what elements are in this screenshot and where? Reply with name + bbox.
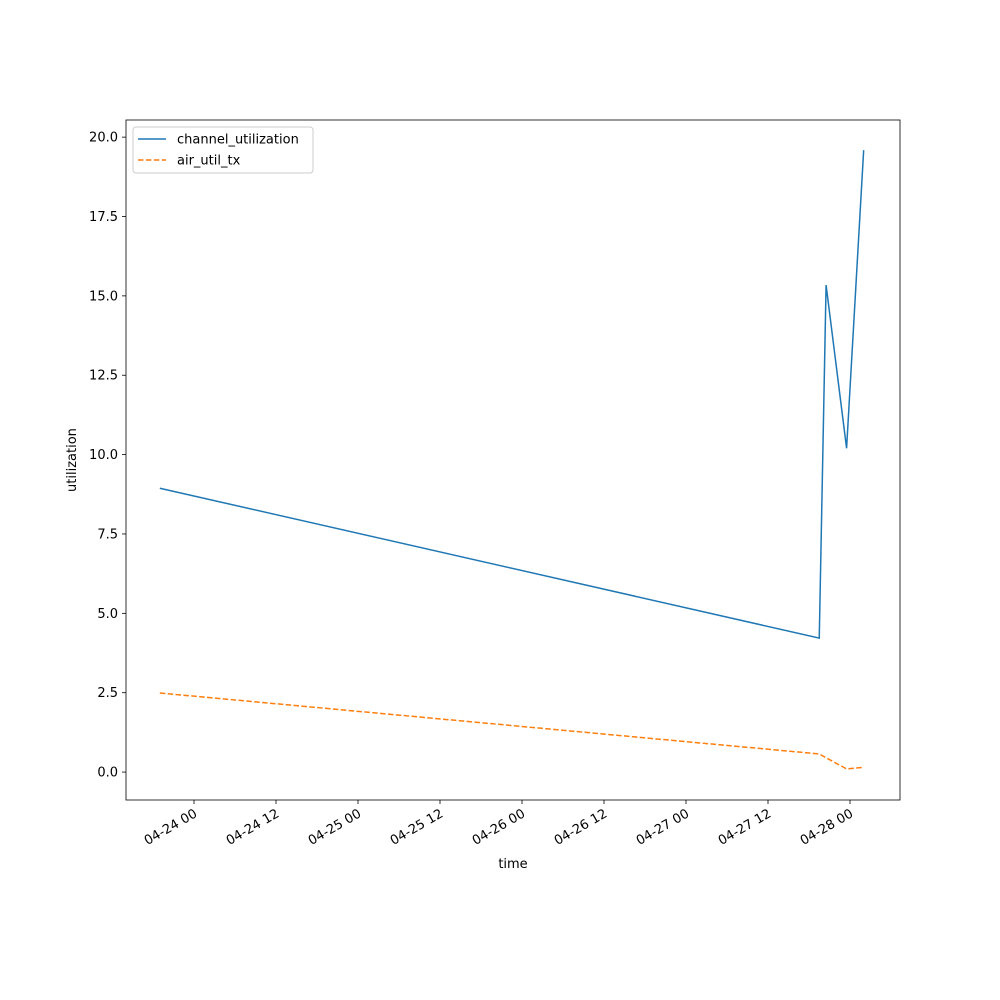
y-tick-label: 17.5 <box>89 210 118 225</box>
y-tick-label: 20.0 <box>89 131 118 146</box>
axes-frame <box>125 119 901 801</box>
y-tick-label: 12.5 <box>89 369 118 384</box>
y-tick-label: 2.5 <box>97 686 118 701</box>
y-tick-label: 0.0 <box>97 766 118 781</box>
y-axis-label: utilization <box>65 428 80 492</box>
legend-label: air_util_tx <box>177 154 241 169</box>
series-line <box>159 150 865 640</box>
legend-box <box>132 126 314 174</box>
series-line <box>159 692 864 770</box>
legend-label: channel_utilization <box>177 133 299 148</box>
y-tick-label: 15.0 <box>89 289 118 304</box>
y-tick-label: 5.0 <box>97 607 118 622</box>
y-tick-label: 7.5 <box>97 527 118 542</box>
y-tick-label: 10.0 <box>89 448 118 463</box>
x-axis-label: time <box>498 857 527 872</box>
